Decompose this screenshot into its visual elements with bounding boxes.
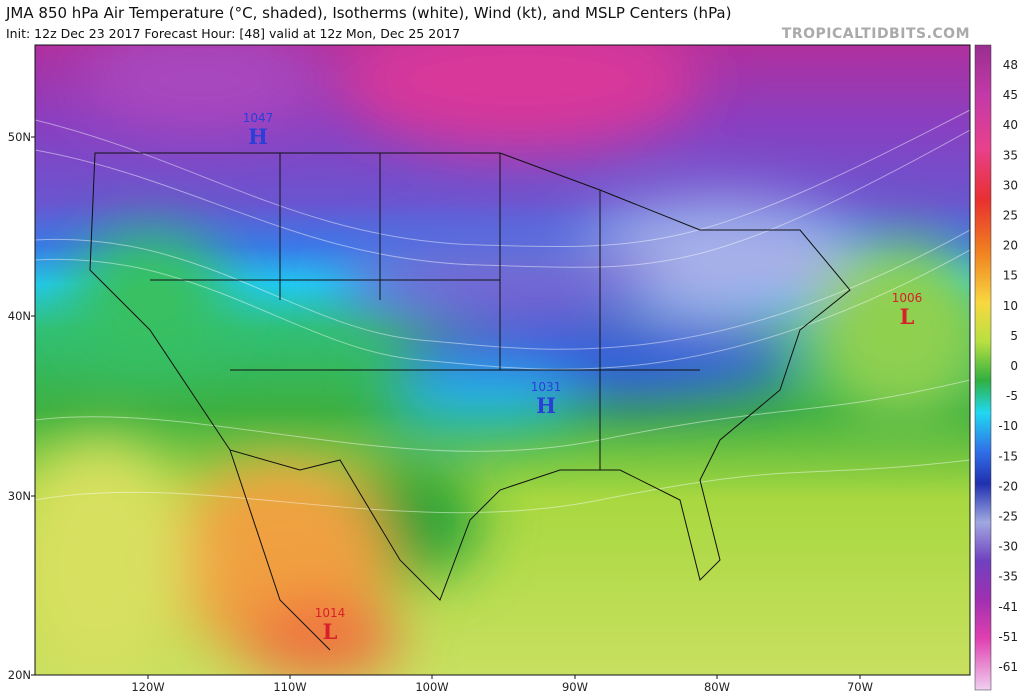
lon-label: 100W xyxy=(415,680,448,694)
lat-label: 40N xyxy=(8,309,31,323)
colorbar-label: -35 xyxy=(998,570,1018,584)
colorbar-label: -61 xyxy=(998,660,1018,674)
lon-label: 90W xyxy=(562,680,588,694)
colorbar-label: 0 xyxy=(1010,359,1018,373)
colorbar-label: 45 xyxy=(1003,88,1018,102)
colorbar-label: 15 xyxy=(1003,269,1018,283)
colorbar-label: 5 xyxy=(1010,329,1018,343)
colorbar-label: 20 xyxy=(1003,239,1018,253)
map-frame xyxy=(34,44,971,676)
colorbar-label: 25 xyxy=(1003,209,1018,223)
lon-label: 70W xyxy=(847,680,873,694)
center-pressure: 1031 xyxy=(531,380,562,394)
center-letter: H xyxy=(248,124,268,149)
lon-label: 110W xyxy=(273,680,306,694)
colorbar-label: -10 xyxy=(998,419,1018,433)
colorbar-label: 48 xyxy=(1003,58,1018,72)
map-area xyxy=(35,45,970,675)
colorbar-label: -5 xyxy=(1006,389,1018,403)
center-letter: H xyxy=(536,393,556,418)
lat-label: 30N xyxy=(8,489,31,503)
colorbar-label: -25 xyxy=(998,510,1018,524)
colorbar-label: -20 xyxy=(998,479,1018,493)
center-pressure: 1014 xyxy=(315,606,346,620)
subtitle: Init: 12z Dec 23 2017 Forecast Hour: [48… xyxy=(6,26,460,41)
colorbar-label: 35 xyxy=(1003,148,1018,162)
colorbar xyxy=(974,44,992,691)
center-letter: L xyxy=(323,619,338,644)
colorbar-label: 40 xyxy=(1003,118,1018,132)
brand: TROPICALTIDBITS.COM xyxy=(782,26,970,42)
center-letter: L xyxy=(900,304,915,329)
lat-label: 20N xyxy=(8,668,31,682)
boundaries xyxy=(89,152,851,651)
colorbar-label: 10 xyxy=(1003,299,1018,313)
lat-label: 50N xyxy=(8,130,31,144)
center-pressure: 1047 xyxy=(243,111,274,125)
lon-label: 120W xyxy=(131,680,164,694)
colorbar-label: 30 xyxy=(1003,178,1018,192)
lon-label: 80W xyxy=(704,680,730,694)
isotherms xyxy=(35,109,970,514)
title: JMA 850 hPa Air Temperature (°C, shaded)… xyxy=(5,4,731,22)
center-pressure: 1006 xyxy=(892,291,923,305)
colorbar-label: -51 xyxy=(998,630,1018,644)
colorbar-label: -15 xyxy=(998,449,1018,463)
colorbar-label: -30 xyxy=(998,540,1018,554)
colorbar-label: -41 xyxy=(998,600,1018,614)
